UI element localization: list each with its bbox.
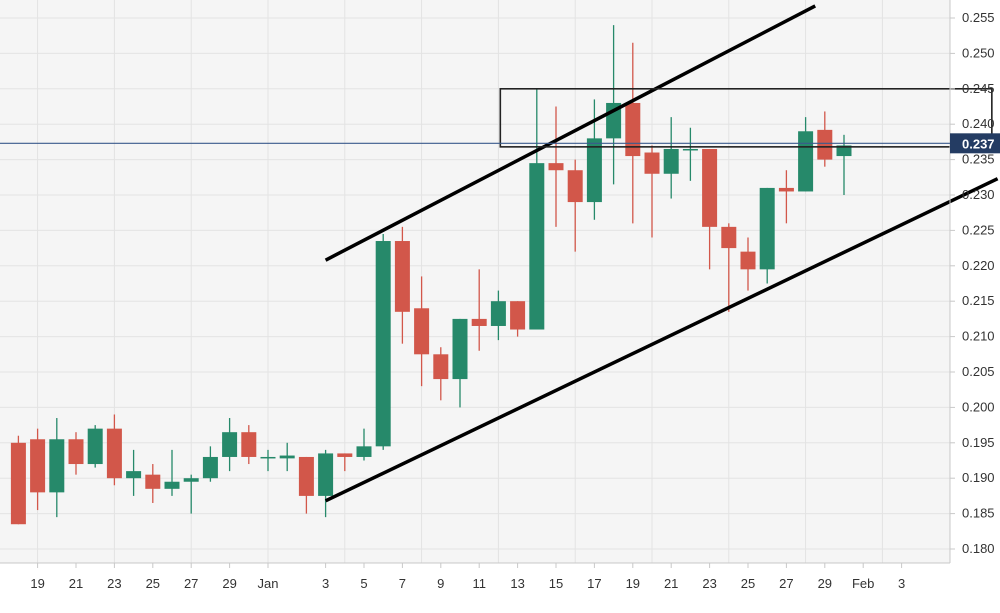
- candle-body-down: [145, 474, 161, 489]
- candle-body-down: [433, 354, 449, 380]
- candle-body-up: [356, 446, 372, 457]
- candle-body-up: [87, 428, 103, 465]
- candle-body-down: [394, 241, 410, 312]
- y-tick-label: 0.255: [962, 10, 995, 25]
- candle-body-down: [721, 226, 737, 249]
- y-tick-label: 0.225: [962, 222, 995, 237]
- x-tick-label: 9: [437, 576, 444, 591]
- y-tick-label: 0.210: [962, 329, 995, 344]
- candle-body-down: [644, 152, 660, 174]
- upper-trendline: [324, 4, 817, 262]
- y-tick-label: 0.250: [962, 45, 995, 60]
- candle-body-down: [106, 428, 122, 479]
- candle-body-down: [471, 318, 487, 326]
- resistance-box: [499, 88, 993, 148]
- candle-body-down: [10, 442, 26, 525]
- candle-body-down: [817, 129, 833, 160]
- candle-body-up: [682, 148, 698, 151]
- x-tick-label: 17: [587, 576, 601, 591]
- y-tick-label: 0.205: [962, 364, 995, 379]
- x-tick-label: 23: [107, 576, 121, 591]
- y-axis-ticks: 0.255 0.250 0.245 0.240 0.235 0.230 0.225 0.220…: [950, 10, 995, 556]
- candle-body-down: [740, 251, 756, 270]
- candle-body-up: [279, 455, 295, 459]
- x-tick-label: 19: [30, 576, 44, 591]
- x-tick-label: Feb: [852, 576, 874, 591]
- y-tick-label: 0.215: [962, 293, 995, 308]
- candle-body-up: [318, 453, 334, 496]
- x-tick-label: 29: [222, 576, 236, 591]
- candle-body-up: [375, 241, 391, 447]
- candle-body-down: [298, 456, 314, 496]
- candle-body-down: [625, 102, 641, 157]
- candle-body-up: [663, 148, 679, 174]
- candle-body-up: [759, 187, 775, 270]
- candle-body-up: [49, 439, 65, 493]
- candle-body-up: [183, 478, 199, 482]
- current-price-label: 0.237: [962, 136, 995, 151]
- x-tick-label: 27: [779, 576, 793, 591]
- candle-body-up: [202, 456, 218, 479]
- x-tick-label: 29: [818, 576, 832, 591]
- y-tick-label: 0.200: [962, 399, 995, 414]
- y-tick-label: 0.235: [962, 152, 995, 167]
- y-tick-label: 0.180: [962, 541, 995, 556]
- candle-body-down: [414, 308, 430, 355]
- x-axis-ticks: 19 21 23 25 27 29 Jan 3 5 7 9 11 13 15 17 19 21 23 25 27 29 F…: [30, 563, 905, 591]
- candle-body-up: [529, 163, 545, 330]
- y-tick-label: 0.185: [962, 506, 995, 521]
- current-price-marker: 0.237: [0, 133, 1000, 154]
- y-tick-label: 0.230: [962, 187, 995, 202]
- x-tick-label: 21: [69, 576, 83, 591]
- candle-body-down: [68, 439, 84, 465]
- candle-body-up: [586, 138, 602, 203]
- x-tick-label: 5: [360, 576, 367, 591]
- candle-body-up: [260, 456, 276, 459]
- candle-body-down: [548, 163, 564, 171]
- y-tick-label: 0.240: [962, 116, 995, 131]
- y-tick-label: 0.190: [962, 470, 995, 485]
- current-price-tag: [950, 133, 1000, 154]
- y-tick-label: 0.220: [962, 258, 995, 273]
- candle-body-up: [490, 301, 506, 326]
- y-tick-label: 0.195: [962, 435, 995, 450]
- lower-trendline: [324, 177, 999, 503]
- x-tick-label: 23: [702, 576, 716, 591]
- grid: [0, 0, 950, 563]
- candle-body-down: [702, 148, 718, 227]
- candle-body-down: [30, 439, 46, 493]
- x-tick-label: 13: [510, 576, 524, 591]
- x-tick-label: 7: [399, 576, 406, 591]
- x-tick-label: 27: [184, 576, 198, 591]
- x-tick-label: 21: [664, 576, 678, 591]
- x-tick-label: 3: [898, 576, 905, 591]
- candle-body-up: [222, 432, 238, 457]
- candles: [10, 25, 852, 525]
- x-tick-label: Jan: [258, 576, 279, 591]
- x-axis-background: [0, 563, 950, 608]
- candle-body-down: [778, 187, 794, 192]
- candle-body-up: [164, 481, 180, 489]
- x-tick-label: 25: [146, 576, 160, 591]
- x-tick-label: 3: [322, 576, 329, 591]
- candle-body-up: [836, 145, 852, 157]
- x-tick-label: 15: [549, 576, 563, 591]
- candle-body-down: [510, 301, 526, 330]
- candle-body-up: [798, 131, 814, 192]
- x-tick-label: 25: [741, 576, 755, 591]
- candle-body-down: [567, 170, 583, 203]
- candle-body-up: [126, 471, 142, 479]
- candle-body-down: [337, 453, 353, 457]
- x-tick-label: 11: [472, 576, 486, 591]
- annotations: [324, 4, 999, 503]
- x-tick-label: 19: [626, 576, 640, 591]
- y-tick-label: 0.245: [962, 81, 995, 96]
- candle-body-up: [452, 318, 468, 380]
- plot-background: [0, 0, 950, 563]
- candle-body-down: [241, 432, 257, 457]
